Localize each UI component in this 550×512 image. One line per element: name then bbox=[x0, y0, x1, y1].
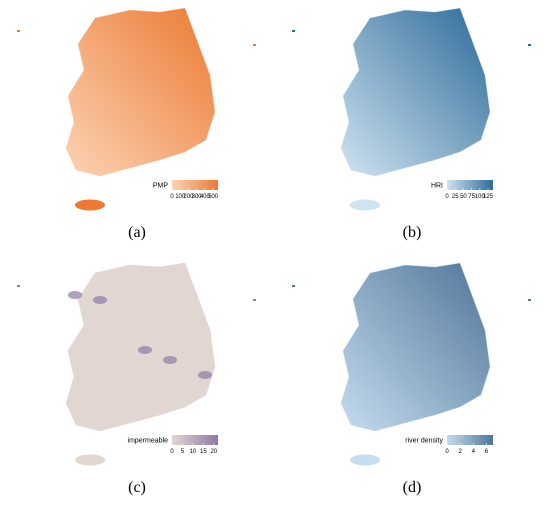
colorbar-tick-label: 0 bbox=[445, 194, 449, 200]
colorbar bbox=[447, 435, 493, 445]
panel-label: (b) bbox=[403, 224, 422, 241]
colorbar bbox=[172, 180, 218, 190]
map-region bbox=[340, 262, 491, 432]
colorbar-tick-label: 75 bbox=[468, 194, 475, 200]
island bbox=[292, 285, 295, 287]
colorbar bbox=[447, 180, 493, 190]
urban-area bbox=[68, 291, 82, 299]
colorbar-tick-label: 20 bbox=[210, 449, 217, 455]
urban-area bbox=[163, 356, 177, 364]
colorbar-tick-label: 100 bbox=[175, 194, 186, 200]
colorbar-tick-label: 50 bbox=[460, 194, 467, 200]
colorbar-tick-label: 400 bbox=[200, 194, 211, 200]
panel-label: (d) bbox=[403, 479, 422, 496]
legend-title: PMP bbox=[153, 183, 169, 190]
jeju-island bbox=[350, 199, 380, 211]
colorbar-tick-label: 15 bbox=[200, 449, 207, 455]
island bbox=[17, 30, 20, 32]
colorbar-tick-label: 4 bbox=[472, 449, 476, 455]
colorbar bbox=[172, 435, 218, 445]
colorbar-tick-label: 2 bbox=[458, 449, 462, 455]
colorbar-tick-label: 100 bbox=[475, 194, 486, 200]
island bbox=[528, 44, 531, 46]
island bbox=[528, 299, 531, 301]
panel-label: (a) bbox=[128, 224, 146, 241]
jeju-island bbox=[350, 454, 380, 466]
colorbar-tick-label: 0 bbox=[170, 449, 174, 455]
colorbar-tick-label: 6 bbox=[485, 449, 489, 455]
colorbar-tick-label: 200 bbox=[183, 194, 194, 200]
panel-label: (c) bbox=[128, 479, 146, 496]
jeju-island bbox=[75, 454, 105, 466]
colorbar-tick-label: 500 bbox=[208, 194, 219, 200]
colorbar-tick-label: 25 bbox=[452, 194, 459, 200]
colorbar-tick-label: 125 bbox=[483, 194, 494, 200]
map-region bbox=[65, 7, 216, 177]
island bbox=[253, 299, 256, 301]
colorbar-tick-label: 5 bbox=[181, 449, 185, 455]
island bbox=[17, 285, 20, 287]
colorbar-tick-label: 10 bbox=[190, 449, 197, 455]
urban-area bbox=[138, 346, 152, 354]
island bbox=[253, 44, 256, 46]
urban-area bbox=[93, 296, 107, 304]
colorbar-tick-label: 0 bbox=[445, 449, 449, 455]
urban-area bbox=[198, 371, 212, 379]
legend-title: river density bbox=[405, 438, 443, 445]
jeju-island bbox=[75, 199, 105, 211]
island bbox=[292, 30, 295, 32]
legend-title: impermeable bbox=[128, 438, 169, 445]
legend-title: HRI bbox=[431, 183, 443, 190]
colorbar-tick-label: 300 bbox=[192, 194, 203, 200]
map-region bbox=[340, 7, 491, 177]
colorbar-tick-label: 0 bbox=[170, 194, 174, 200]
